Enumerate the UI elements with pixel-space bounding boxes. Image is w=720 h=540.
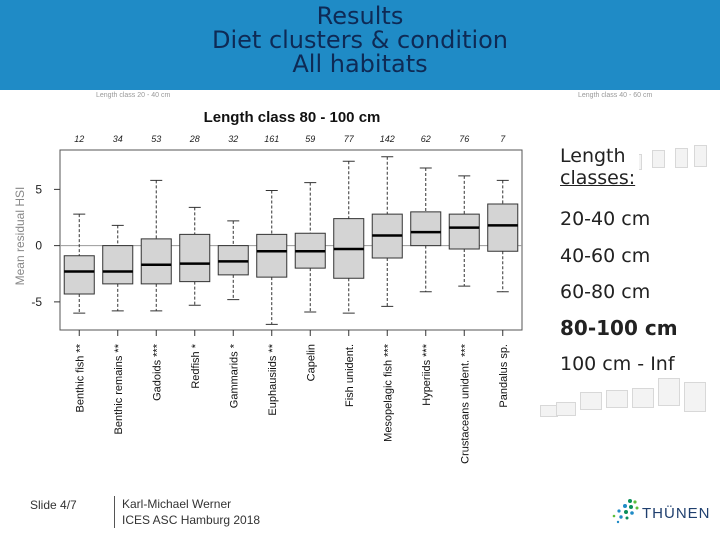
legend-item-40-60: 40-60 cm bbox=[560, 245, 651, 267]
category-label: Mesopelagic fish *** bbox=[382, 343, 394, 442]
slide-title-line-3: All habitats bbox=[292, 50, 428, 78]
footer-event: ICES ASC Hamburg 2018 bbox=[122, 513, 261, 527]
category-label: Capelin bbox=[305, 344, 317, 381]
chart-title: Length class 80 - 100 cm bbox=[204, 109, 381, 126]
sample-count-label: 53 bbox=[151, 134, 161, 144]
sample-count-label: 77 bbox=[344, 134, 355, 144]
sample-count-label: 32 bbox=[228, 134, 238, 144]
category-label: Hyperiids *** bbox=[421, 343, 433, 405]
legend-heading: Length classes: bbox=[560, 145, 640, 189]
plot-frame bbox=[59, 149, 523, 331]
sample-count-label: 142 bbox=[380, 134, 395, 144]
slide-header bbox=[0, 0, 720, 90]
y-axis-label: Mean residual HSI bbox=[13, 187, 27, 286]
ghost-chart-label-right: Length class 40 - 60 cm bbox=[578, 92, 653, 99]
sample-count-label: 12 bbox=[74, 134, 84, 144]
y-tick-label: 0 bbox=[35, 239, 42, 253]
category-label: Redfish * bbox=[190, 343, 202, 388]
sample-count-label: 76 bbox=[459, 134, 469, 144]
category-label: Gammarids * bbox=[228, 343, 240, 408]
thuenen-logo-icon bbox=[612, 499, 639, 524]
legend-item-80-100: 80-100 cm bbox=[560, 316, 678, 340]
ghost-chart-label-left: Length class 20 - 40 cm bbox=[96, 92, 171, 99]
legend-heading-line-2: classes: bbox=[560, 167, 636, 189]
category-label: Fish unident. bbox=[344, 344, 356, 407]
sample-count-label: 59 bbox=[305, 134, 315, 144]
box bbox=[179, 233, 211, 283]
boxplot-chart: Length class 80 - 100 cm Mean residual H… bbox=[13, 109, 523, 464]
category-label: Benthic fish ** bbox=[74, 343, 86, 412]
legend-item-20-40: 20-40 cm bbox=[560, 208, 651, 230]
category-label: Gadoids *** bbox=[151, 343, 163, 401]
category-label: Pandalus sp. bbox=[498, 344, 510, 408]
sample-count-label: 62 bbox=[421, 134, 431, 144]
sample-count-label: 7 bbox=[500, 134, 506, 144]
slide-title-line-2: Diet clusters & condition bbox=[211, 26, 508, 54]
box bbox=[256, 233, 288, 278]
y-tick-label: 5 bbox=[35, 182, 42, 196]
sample-count-label: 28 bbox=[189, 134, 200, 144]
legend-heading-line-1: Length bbox=[560, 145, 626, 167]
slide-number: Slide 4/7 bbox=[30, 498, 77, 512]
category-label: Euphausiids ** bbox=[267, 343, 279, 415]
sample-count-label: 34 bbox=[113, 134, 123, 144]
logo-wordmark: THÜNEN bbox=[642, 505, 711, 522]
box bbox=[410, 211, 442, 247]
box bbox=[487, 203, 519, 252]
legend-item-60-80: 60-80 cm bbox=[560, 281, 651, 303]
footer-credits: Karl-Michael Werner ICES ASC Hamburg 201… bbox=[122, 496, 260, 528]
plot-area: -5 0 5 12 Benthic fish ** 34 Benthic remains *… bbox=[31, 134, 523, 464]
box bbox=[448, 213, 480, 250]
category-label: Crustaceans unident. *** bbox=[459, 343, 471, 464]
legend-item-100-inf: 100 cm - Inf bbox=[560, 353, 675, 375]
y-tick-label: -5 bbox=[31, 295, 42, 309]
sample-count-label: 161 bbox=[264, 134, 279, 144]
box bbox=[102, 245, 134, 285]
slide-title-line-1: Results bbox=[316, 2, 404, 30]
box bbox=[140, 238, 172, 285]
footer-author: Karl-Michael Werner bbox=[122, 497, 232, 511]
footer-divider bbox=[114, 496, 115, 528]
category-label: Benthic remains ** bbox=[113, 343, 125, 434]
box bbox=[63, 255, 95, 295]
